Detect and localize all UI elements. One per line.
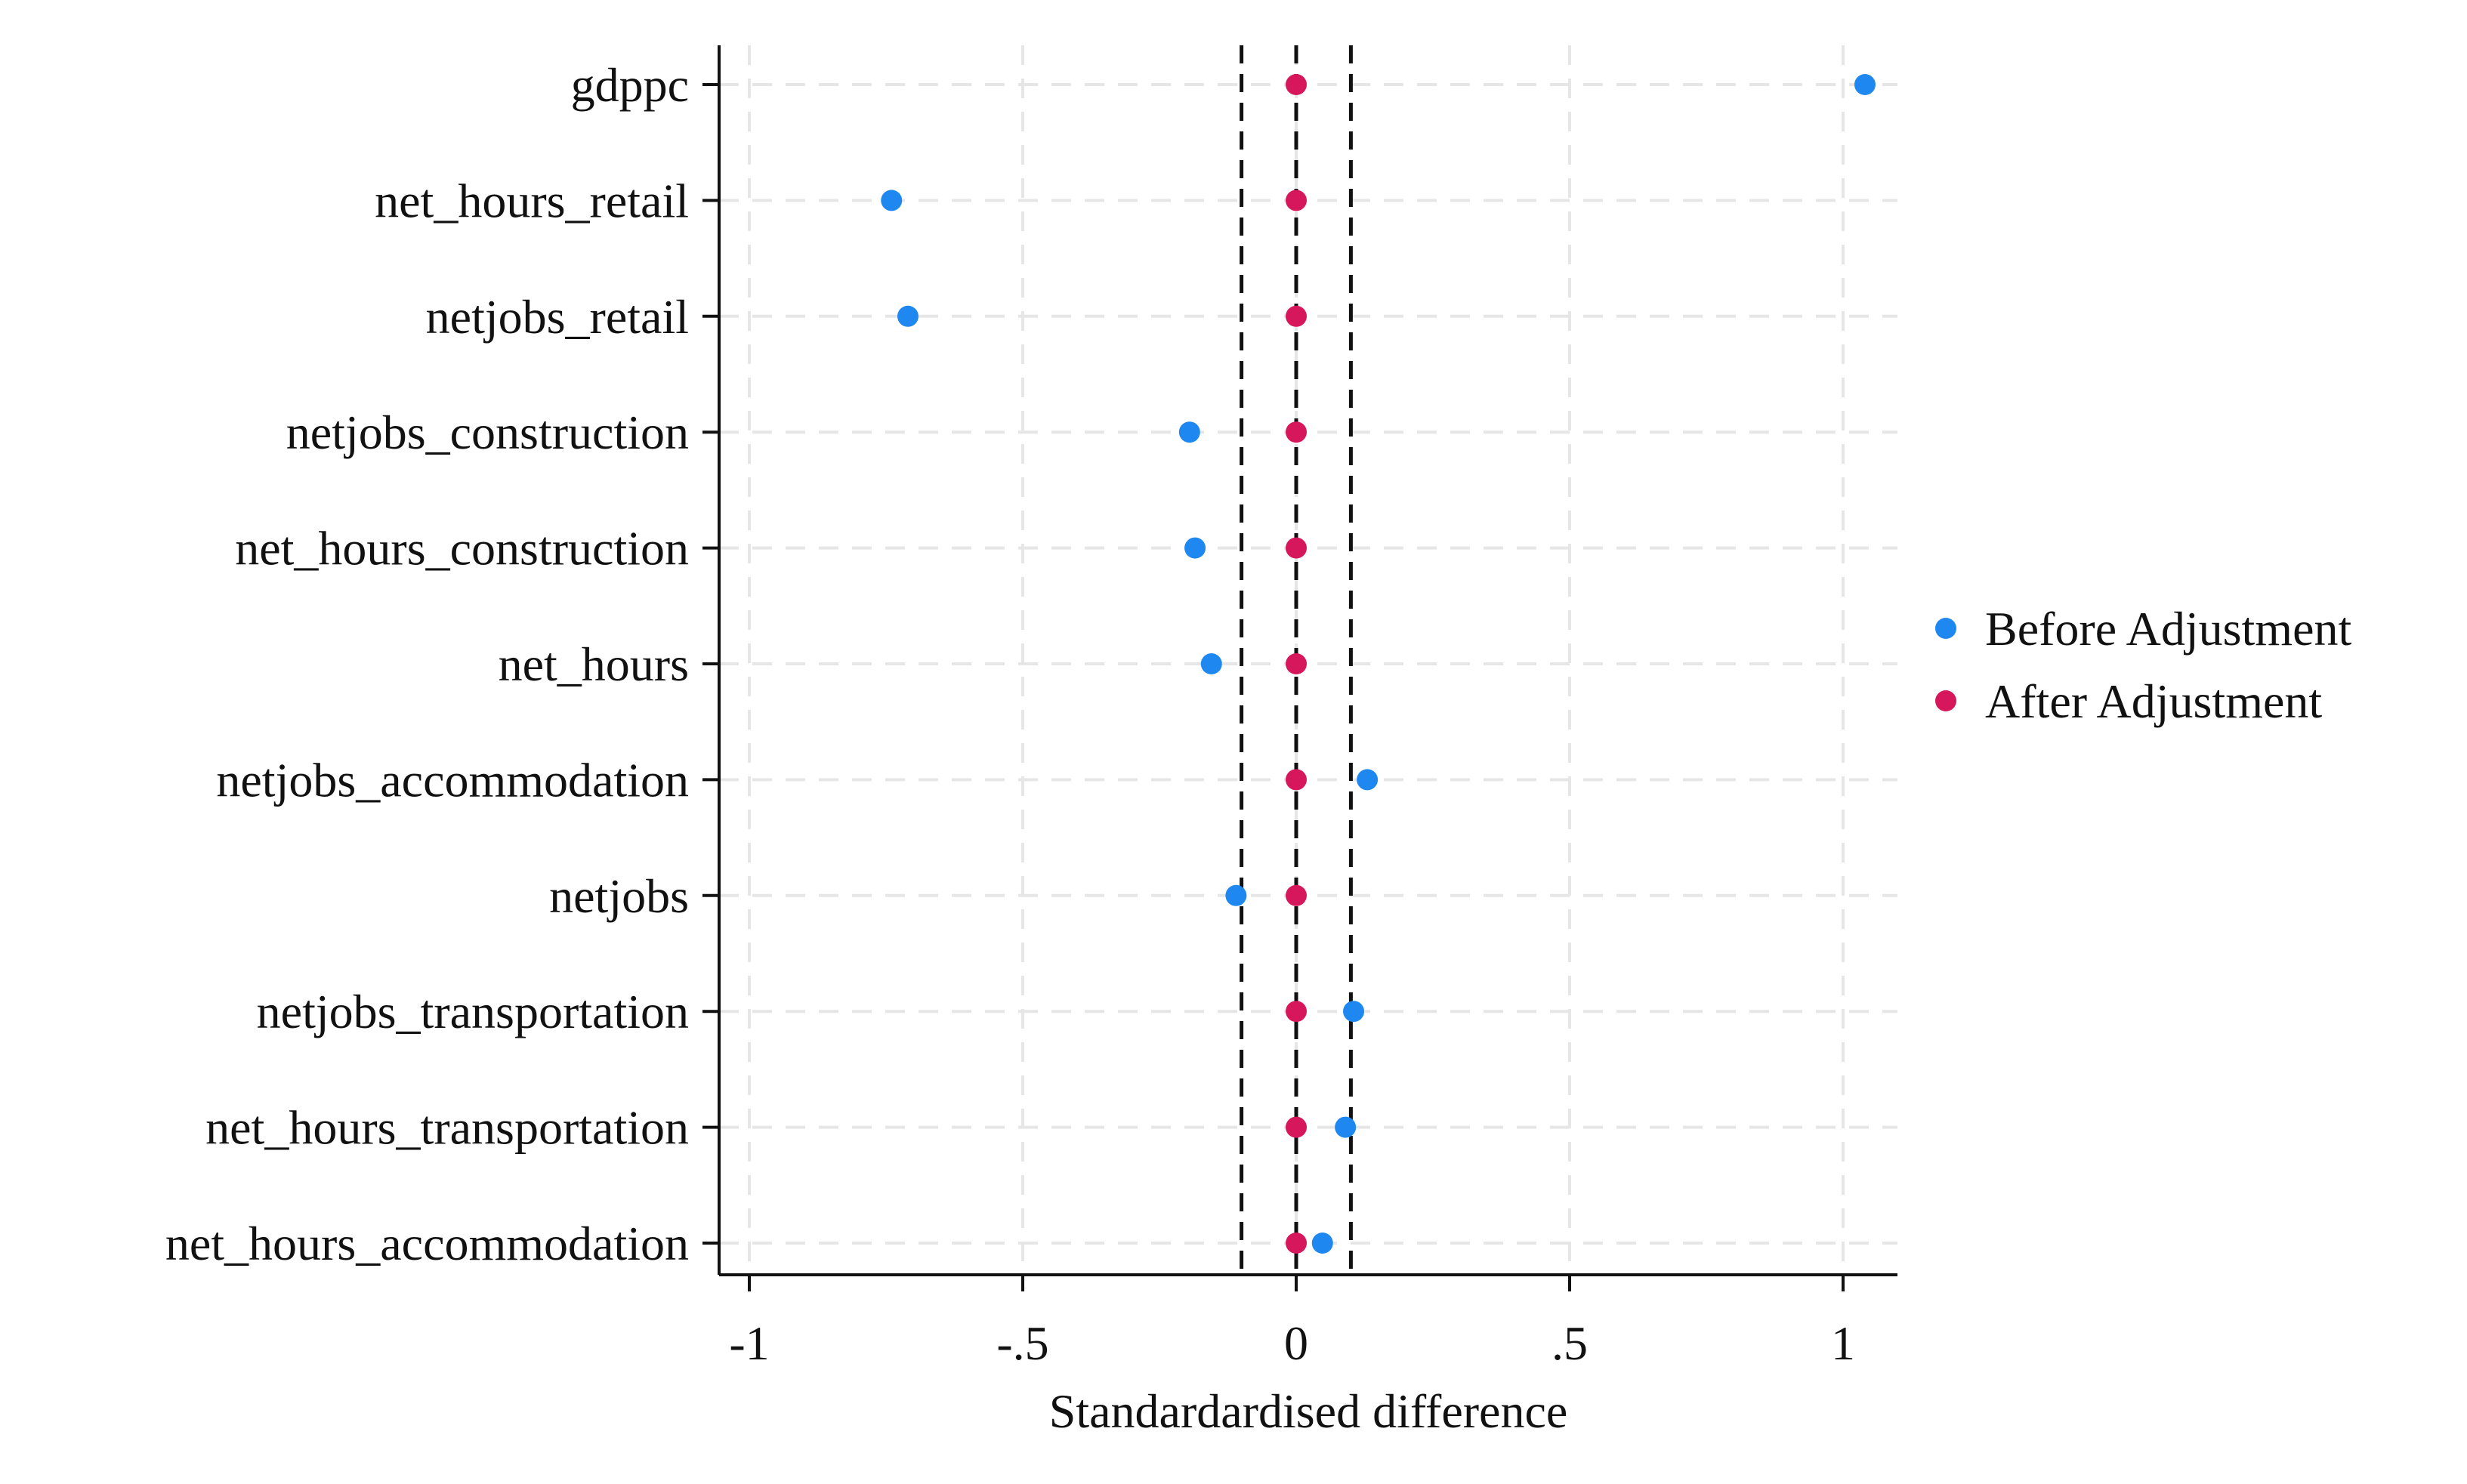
y-tick-labels: gdppc net_hours_retail netjobs_retailnetjo… [165,58,689,1270]
point-after-adjustment [1286,74,1307,95]
point-after-adjustment [1286,1233,1307,1254]
y-tick-label: net_hours_accommodation [165,1217,689,1270]
y-tick-label: net_hours_transportation [205,1101,689,1155]
x-tick-label: 1 [1831,1316,1855,1370]
y-tick-label: netjobs_retail [426,290,689,344]
point-after-adjustment [1286,884,1307,906]
legend-label: Before Adjustment [1985,602,2351,656]
point-after-adjustment [1286,305,1307,327]
y-tick-label: net_hours [499,637,689,691]
point-before-adjustment [1343,1001,1365,1023]
point-before-adjustment [1225,884,1247,906]
point-after-adjustment [1286,537,1307,559]
point-before-adjustment [1200,653,1222,674]
x-tick-label: .5 [1552,1316,1588,1370]
x-tick-labels: -1 -.5 0 .5 1 [729,1316,1855,1370]
y-tick-label: netjobs_transportation [257,985,689,1038]
x-tick-label: 0 [1284,1316,1308,1370]
point-before-adjustment [897,305,919,327]
legend: Before Adjustment After Adjustment [1935,602,2351,728]
point-before-adjustment [1184,537,1206,559]
point-after-adjustment [1286,190,1307,211]
y-tick-label: net_hours_construction [235,522,689,575]
y-tick-label: netjobs [549,869,689,923]
point-after-adjustment [1286,653,1307,674]
point-after-adjustment [1286,1001,1307,1023]
point-before-adjustment [1854,74,1876,95]
legend-marker [1935,618,1956,639]
point-before-adjustment [1357,769,1379,791]
data-points [881,74,1876,1254]
y-tick-label: gdppc [571,58,689,112]
point-after-adjustment [1286,769,1307,791]
y-tick-label: netjobs_construction [286,406,689,459]
point-before-adjustment [881,190,903,211]
point-before-adjustment [1335,1116,1357,1138]
point-after-adjustment [1286,1116,1307,1138]
x-tick-label: -.5 [996,1316,1048,1370]
point-before-adjustment [1178,421,1200,443]
legend-marker [1935,690,1956,711]
x-axis-title: Standardardised difference [1049,1384,1568,1438]
x-tick-label: -1 [729,1316,769,1370]
y-tick-label: net_hours_retail [375,174,689,227]
point-before-adjustment [1311,1233,1333,1254]
axes [702,45,1897,1291]
point-after-adjustment [1286,421,1307,443]
y-tick-label: netjobs_accommodation [216,753,689,807]
legend-label: After Adjustment [1985,674,2322,728]
